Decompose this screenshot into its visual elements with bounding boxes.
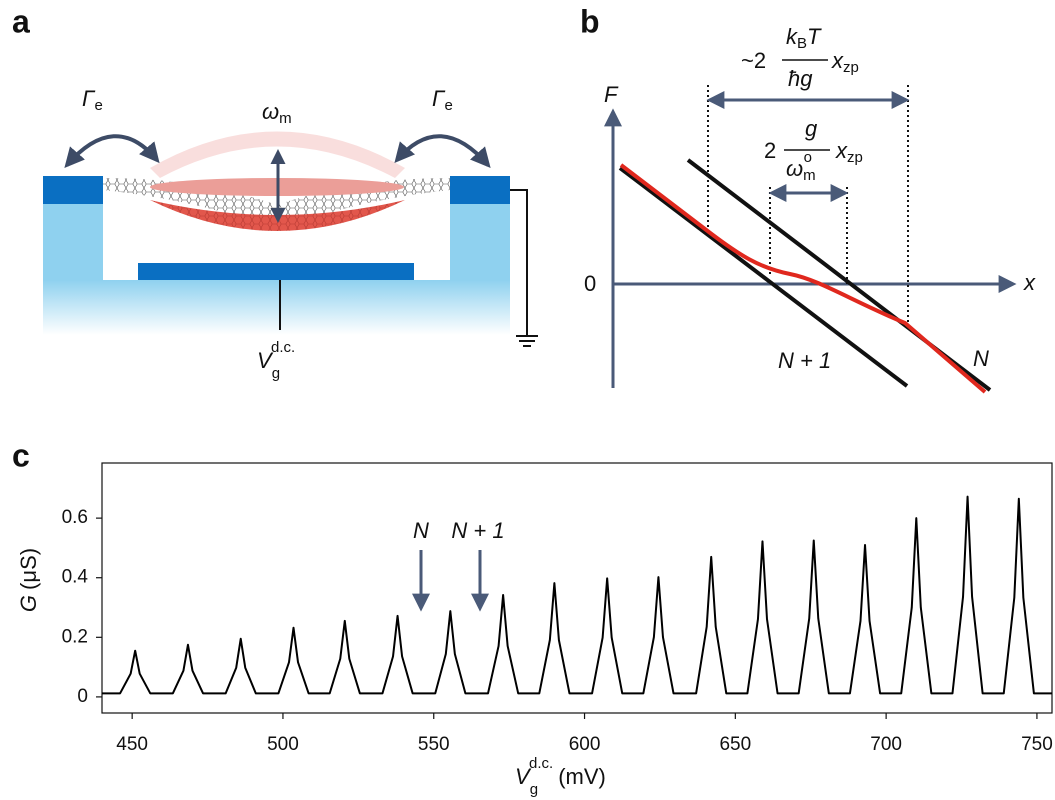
panel-label: b xyxy=(580,3,600,39)
subscript: m xyxy=(279,110,292,127)
symbol: x xyxy=(835,138,848,163)
symbol: T xyxy=(807,24,822,49)
gamma-right: Γe xyxy=(432,86,453,114)
x-tick-label: 450 xyxy=(116,734,148,755)
denominator: ħg xyxy=(788,66,813,91)
x-tick-label: 750 xyxy=(1021,734,1053,755)
gamma-left: Γe xyxy=(82,86,103,114)
axis-label: x xyxy=(1023,270,1036,295)
position: xzp xyxy=(835,138,863,166)
x-tick-label: 600 xyxy=(569,734,601,755)
annotation: N xyxy=(413,518,429,543)
subscript: e xyxy=(95,97,103,114)
annotation: N + 1 xyxy=(451,518,504,543)
pillar xyxy=(43,195,103,281)
y-tick-label: 0.6 xyxy=(62,507,88,528)
panel-a: a Γe Γe ωm Vg d.c. xyxy=(12,3,538,382)
symbol: Γ xyxy=(432,86,446,111)
line-label: N + 1 xyxy=(778,348,831,373)
origin-label: 0 xyxy=(584,271,596,296)
guides xyxy=(707,85,909,327)
subscript: B xyxy=(797,35,807,52)
line-label: N xyxy=(973,346,989,371)
tunnel-arrow xyxy=(64,134,160,169)
symbol: V xyxy=(257,348,274,373)
quantum-width: 2 g ωmo xzp xyxy=(764,116,863,184)
subscript: e xyxy=(445,97,453,114)
tunnel-arrow xyxy=(394,134,491,169)
symbol: ω xyxy=(786,156,803,181)
x-tick-label: 500 xyxy=(267,734,299,755)
thermal-width: ~2 kBT ħg xzp xyxy=(741,24,859,91)
y-tick-label: 0.2 xyxy=(62,626,88,647)
pillar xyxy=(450,195,510,281)
ground xyxy=(516,335,538,347)
unit: (mV) xyxy=(558,764,606,789)
contact xyxy=(43,176,103,204)
x-axis-label: Vg d.c. (mV) xyxy=(515,755,606,798)
subscript: g xyxy=(272,365,280,382)
symbol: V xyxy=(515,764,532,789)
denominator: ωmo xyxy=(786,149,816,184)
symbol: ω xyxy=(262,99,279,124)
panel-label: c xyxy=(12,437,30,473)
substrate xyxy=(43,280,510,335)
omega: ωm xyxy=(262,99,292,127)
x-tick-label: 700 xyxy=(870,734,902,755)
x-tick-label: 550 xyxy=(418,734,450,755)
wire xyxy=(510,189,528,335)
subscript: zp xyxy=(843,59,859,76)
axis-label: F xyxy=(604,82,619,107)
superscript: d.c. xyxy=(529,755,553,772)
y-tick-label: 0 xyxy=(77,686,88,707)
numerator: kBT xyxy=(786,24,822,52)
y-tick-label: 0.4 xyxy=(62,567,89,588)
x-tick-label: 650 xyxy=(719,734,751,755)
force-line xyxy=(618,166,909,388)
symbol: Γ xyxy=(82,86,96,111)
contact xyxy=(450,176,510,204)
y-axis-label: G (μS) xyxy=(16,548,41,612)
panel-b: b F x 0 N + 1 N ~2 kBT ħg xzp 2 g ωmo xz… xyxy=(580,3,1036,394)
subscript: zp xyxy=(847,149,863,166)
unit: (μS) xyxy=(16,548,41,590)
symbol: k xyxy=(786,24,798,49)
gate-voltage: Vg d.c. xyxy=(257,339,295,382)
superscript: o xyxy=(804,149,812,166)
panel-c: c Vg d.c. (mV) G (μS) N N + 1 450 500 550 600 6… xyxy=(12,437,1053,798)
prefix: ~2 xyxy=(741,48,766,73)
subscript: m xyxy=(803,167,816,184)
numerator: g xyxy=(805,116,818,141)
prefix: 2 xyxy=(764,138,776,163)
position: xzp xyxy=(831,48,859,76)
symbol: x xyxy=(831,48,844,73)
trace xyxy=(102,495,1052,695)
symbol: G xyxy=(16,595,41,612)
superscript: d.c. xyxy=(271,339,295,356)
plot-frame xyxy=(101,462,1053,714)
panel-label: a xyxy=(12,3,30,39)
subscript: g xyxy=(530,781,538,798)
membrane-up xyxy=(150,131,405,178)
gate xyxy=(138,263,414,280)
average-force xyxy=(619,163,987,394)
